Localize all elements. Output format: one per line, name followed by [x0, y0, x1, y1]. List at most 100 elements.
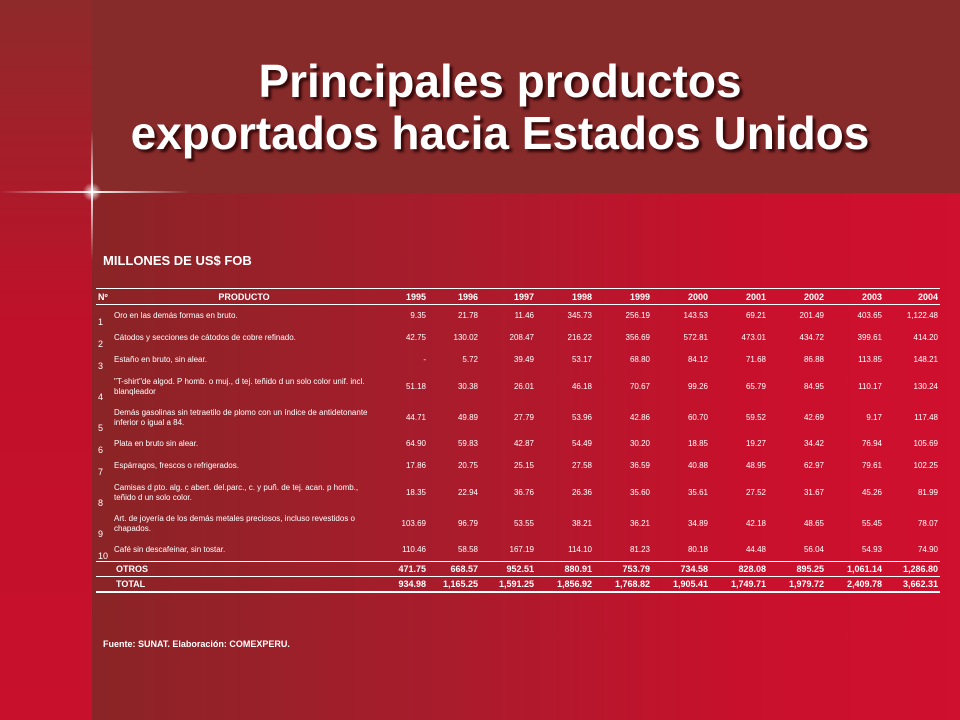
value-cell: 34.42 — [803, 439, 824, 448]
table-row: 6 Plata en bruto sin alear. 64.90 59.83 42.8… — [96, 433, 940, 455]
value-cell: 42.86 — [629, 412, 650, 422]
value-cell: 42.69 — [803, 412, 824, 422]
totals-value-cell: 828.08 — [710, 561, 768, 577]
table-row: 10 Café sin descafeinar, sin tostar. 110.4… — [96, 539, 940, 562]
value-cell: 35.61 — [687, 487, 708, 497]
value-cell: 53.96 — [571, 412, 592, 422]
value-cell: 434.72 — [799, 333, 824, 342]
value-cell: 99.26 — [687, 381, 708, 391]
value-cell: 20.75 — [457, 461, 478, 470]
row-number: 3 — [98, 361, 104, 371]
table-row: 9 Art. de joyería de los demás metales pr… — [96, 508, 940, 540]
product-name: Art. de joyería de los demás metales pre… — [114, 513, 356, 533]
product-name: Camisas d pto. alg. c abert. del.parc., … — [114, 482, 359, 502]
value-cell: 208.47 — [509, 333, 534, 342]
header-year: 1995 — [376, 288, 428, 305]
value-cell: 27.52 — [745, 487, 766, 497]
table-header-row: Nº PRODUCTO 1995 1996 1997 1998 1999 200… — [96, 288, 940, 305]
value-cell: 65.79 — [745, 381, 766, 391]
value-cell: 102.25 — [913, 461, 938, 470]
value-cell: 1,122.48 — [906, 311, 938, 320]
value-cell: 56.04 — [803, 545, 824, 554]
value-cell: 345.73 — [567, 311, 592, 320]
value-cell: 81.99 — [917, 487, 938, 497]
value-cell: 71.68 — [745, 355, 766, 364]
value-cell: 403.65 — [857, 311, 882, 320]
value-cell: 21.78 — [457, 311, 478, 320]
totals-value-cell: 753.79 — [594, 561, 652, 577]
value-cell: 60.70 — [687, 412, 708, 422]
slide-title: Principales productos exportados hacia E… — [80, 55, 920, 159]
table-row: 8 Camisas d pto. alg. c abert. del.parc.,… — [96, 477, 940, 509]
slide-title-line1: Principales productos — [258, 55, 742, 107]
left-accent-band — [0, 0, 92, 720]
value-cell: 414.20 — [913, 333, 938, 342]
value-cell: 58.58 — [457, 545, 478, 554]
value-cell: 31.67 — [803, 487, 824, 497]
value-cell: 42.75 — [405, 333, 426, 342]
product-name: Espárragos, frescos o refrigerados. — [114, 461, 239, 470]
value-cell: 17.86 — [405, 461, 426, 470]
units-label: MILLONES DE US$ FOB — [103, 253, 252, 268]
value-cell: 5.72 — [462, 355, 478, 364]
totals-label: OTROS — [96, 561, 376, 577]
value-cell: 59.52 — [745, 412, 766, 422]
value-cell: 25.15 — [513, 461, 534, 470]
table-row: 1 Oro en las demás formas en bruto. 9.35 21… — [96, 305, 940, 328]
totals-value-cell: 471.75 — [376, 561, 428, 577]
value-cell: 143.53 — [683, 311, 708, 320]
header-year: 2002 — [768, 288, 826, 305]
value-cell: 26.01 — [513, 381, 534, 391]
value-cell: 46.18 — [571, 381, 592, 391]
totals-value-cell: 1,591.25 — [480, 576, 536, 593]
totals-row: OTROS 471.75 668.57 952.51 880.91 753.79 734.5… — [96, 561, 940, 577]
value-cell: 117.48 — [914, 412, 938, 422]
row-number: 5 — [98, 423, 104, 433]
product-name: Demás gasolinas sin tetraetilo de plomo … — [114, 407, 368, 427]
product-name: Café sin descafeinar, sin tostar. — [114, 545, 226, 554]
value-cell: 44.71 — [405, 412, 426, 422]
row-number: 7 — [98, 467, 104, 477]
value-cell: 54.49 — [571, 439, 592, 448]
totals-row: TOTAL 934.98 1,165.25 1,591.25 1,856.92 1,768… — [96, 576, 940, 593]
totals-value-cell: 734.58 — [652, 561, 710, 577]
value-cell: 356.69 — [625, 333, 650, 342]
slide-title-line2: exportados hacia Estados Unidos — [130, 107, 870, 159]
value-cell: 80.18 — [687, 545, 708, 554]
source-note: Fuente: SUNAT. Elaboración: COMEXPERU. — [103, 639, 290, 649]
value-cell: 86.88 — [803, 355, 824, 364]
value-cell: 39.49 — [513, 355, 534, 364]
value-cell: 113.85 — [858, 355, 882, 364]
header-num: Nº — [96, 288, 112, 305]
value-cell: 34.89 — [687, 518, 708, 528]
row-number: 1 — [98, 317, 104, 327]
header-year: 1996 — [428, 288, 480, 305]
value-cell: 130.02 — [453, 333, 478, 342]
totals-value-cell: 895.25 — [768, 561, 826, 577]
value-cell: 45.26 — [861, 487, 882, 497]
value-cell: 59.83 — [457, 439, 478, 448]
header-year: 1998 — [536, 288, 594, 305]
totals-value-cell: 1,286.80 — [884, 561, 940, 577]
table-row: 4 "T-shirt"de algod. P homb. o muj., d te… — [96, 371, 940, 403]
header-year: 2004 — [884, 288, 940, 305]
product-name: Estaño en bruto, sin alear. — [114, 355, 207, 364]
value-cell: 74.90 — [917, 545, 938, 554]
row-number: 9 — [98, 529, 104, 539]
table-row: 3 Estaño en bruto, sin alear. - 5.72 39.49 53… — [96, 349, 940, 371]
value-cell: 70.67 — [629, 381, 650, 391]
value-cell: 110.17 — [858, 381, 882, 391]
value-cell: 103.69 — [401, 518, 426, 528]
value-cell: 96.79 — [457, 518, 478, 528]
totals-value-cell: 952.51 — [480, 561, 536, 577]
totals-label: TOTAL — [96, 576, 376, 593]
value-cell: 114.10 — [568, 545, 592, 554]
row-number: 10 — [98, 551, 109, 561]
light-flare-center — [82, 183, 102, 201]
value-cell: 76.94 — [861, 439, 882, 448]
value-cell: 36.76 — [513, 487, 534, 497]
totals-value-cell: 2,409.78 — [826, 576, 884, 593]
value-cell: 40.88 — [687, 461, 708, 470]
row-number: 6 — [98, 445, 104, 455]
value-cell: 201.49 — [799, 311, 824, 320]
